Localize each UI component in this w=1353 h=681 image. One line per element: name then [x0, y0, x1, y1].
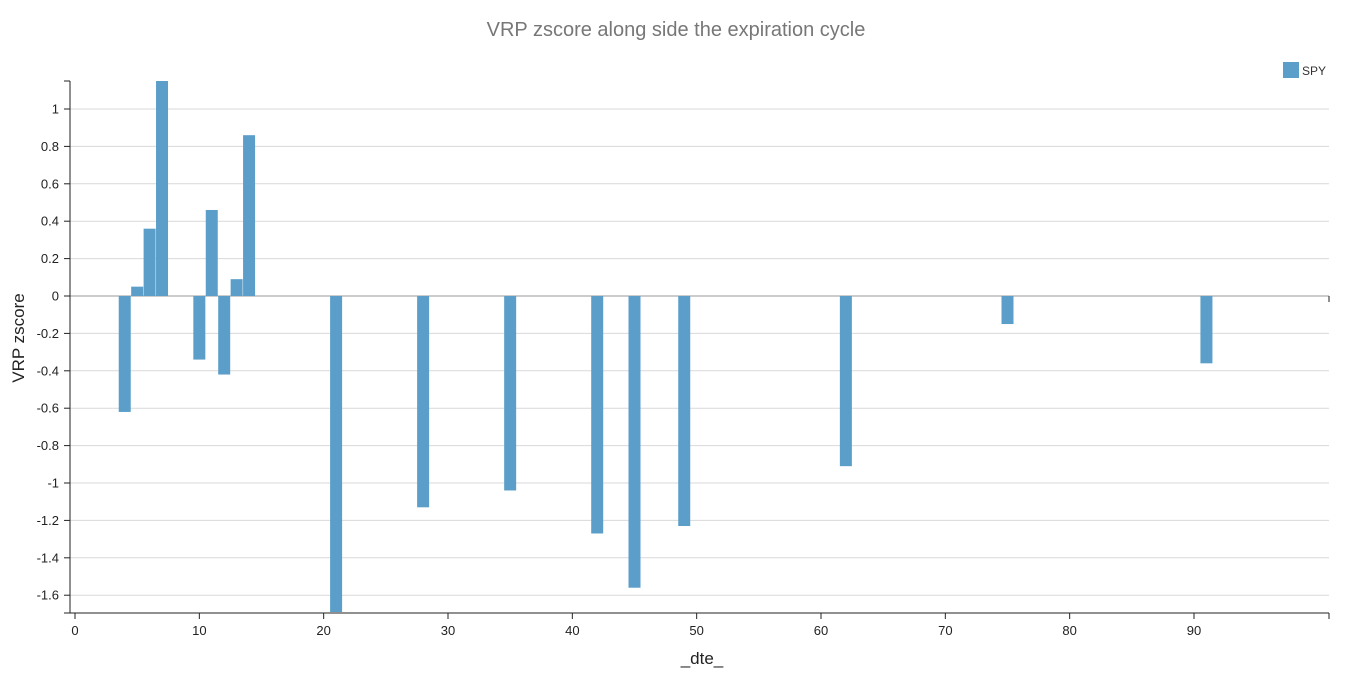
- legend-label-spy: SPY: [1302, 64, 1326, 78]
- y-tick-label: 0.2: [41, 251, 59, 266]
- x-tick-label: 70: [938, 623, 952, 638]
- x-tick-label: 50: [689, 623, 703, 638]
- chart-title: VRP zscore along side the expiration cyc…: [487, 19, 866, 41]
- y-tick-label: -1.2: [37, 513, 59, 528]
- x-tick-label: 10: [192, 623, 206, 638]
- bar-spy-dte-28: [417, 296, 430, 508]
- bar-spy-dte-11: [205, 209, 218, 296]
- y-tick-label: 0.6: [41, 176, 59, 191]
- y-tick-label: -1.4: [37, 550, 59, 565]
- y-tick-label: 1: [52, 102, 59, 117]
- bar-spy-dte-62: [839, 296, 852, 467]
- bar-spy-dte-4: [118, 296, 131, 412]
- bar-spy-dte-21: [330, 296, 343, 613]
- x-tick-label: 0: [71, 623, 78, 638]
- x-axis-ticks: 0 10 20 30 40 50 60 70 80 90: [71, 613, 1201, 638]
- legend-swatch-spy: [1283, 62, 1299, 78]
- bar-spy-dte-35: [504, 296, 517, 491]
- bar-spy-dte-13: [230, 279, 243, 296]
- bar-spy-dte-12: [218, 296, 231, 375]
- y-tick-label: 0: [52, 289, 59, 304]
- x-tick-label: 60: [814, 623, 828, 638]
- y-axis-ticks: 1 0.8 0.6 0.4 0.2 0 -0.2 -0.4 -0.6 -0.8 -1 -1.2 -1.4…: [37, 102, 70, 603]
- bar-spy-dte-10: [193, 296, 206, 360]
- y-axis-label: VRP zscore: [9, 293, 28, 382]
- bar-spy-dte-14: [243, 135, 256, 296]
- y-tick-label: -0.8: [37, 438, 59, 453]
- bar-spy-dte-45: [628, 296, 641, 588]
- y-tick-label: -0.6: [37, 401, 59, 416]
- bar-spy-dte-5: [131, 286, 144, 296]
- x-tick-label: 20: [316, 623, 330, 638]
- y-tick-label: -0.4: [37, 363, 59, 378]
- legend: SPY: [1283, 62, 1326, 78]
- x-axis-label: _dte_: [680, 649, 724, 668]
- bar-spy-dte-49: [678, 296, 691, 527]
- bar-spy-dte-91: [1200, 296, 1213, 364]
- y-tick-label: -1: [47, 476, 59, 491]
- grid-lines: [70, 108, 1329, 596]
- bar-spy-dte-75: [1001, 296, 1014, 325]
- x-tick-label: 40: [565, 623, 579, 638]
- bar-spy-dte-42: [591, 296, 604, 534]
- axes: [64, 80, 1330, 619]
- x-tick-label: 80: [1062, 623, 1076, 638]
- y-tick-label: -0.2: [37, 326, 59, 341]
- bars: [118, 81, 1213, 613]
- x-tick-label: 30: [441, 623, 455, 638]
- y-tick-label: 0.4: [41, 214, 59, 229]
- x-tick-label: 90: [1187, 623, 1201, 638]
- y-tick-label: 0.8: [41, 139, 59, 154]
- bar-spy-dte-6: [143, 228, 156, 296]
- y-tick-label: -1.6: [37, 588, 59, 603]
- bar-spy-dte-7: [156, 81, 169, 296]
